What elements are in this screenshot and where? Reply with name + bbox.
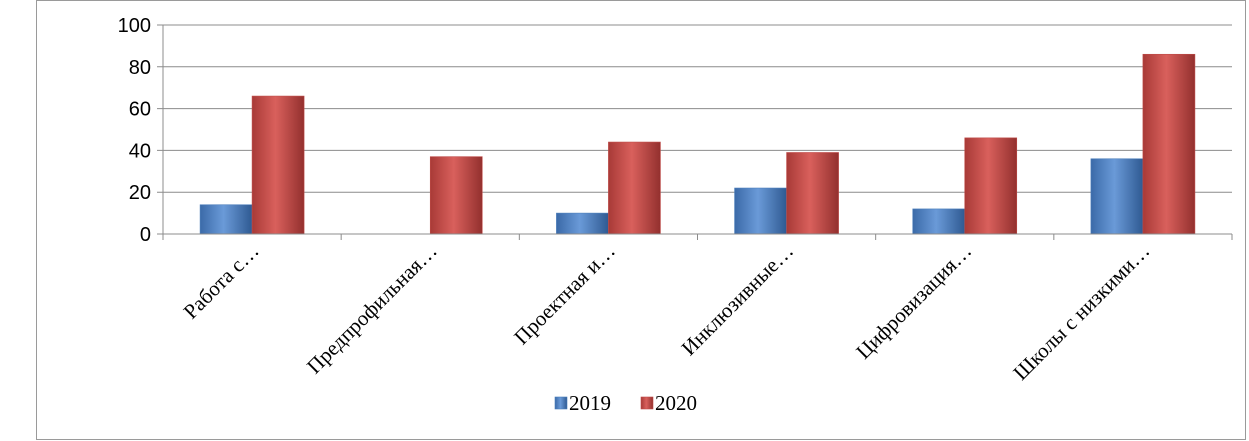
y-tick-label: 40 [129,140,151,162]
bar-2019-4 [734,187,787,235]
bar-2020-3 [608,141,661,235]
bar-2020-1 [251,95,305,235]
y-tick-label: 60 [129,99,151,121]
legend-swatch [640,396,654,410]
x-axis [157,233,1233,240]
y-tick-label: 100 [118,15,151,37]
bar-2020-5 [964,137,1018,235]
y-tick-label: 20 [129,182,151,204]
y-tick-label: 0 [140,224,151,246]
y-tick-label: 80 [129,57,151,79]
bar-2020-2 [429,156,483,235]
bar-2020-6 [1142,53,1196,235]
legend-label: 2019 [569,391,611,415]
bar-2020-4 [786,152,839,235]
bars [199,53,1196,235]
legend: 2019 2020 [554,391,697,415]
legend-label: 2020 [655,391,697,415]
bar-2019-5 [912,208,966,235]
bar-2019-3 [556,212,609,235]
bar-2019-1 [199,204,253,235]
legend-swatch [554,396,568,410]
bar-2019-6 [1090,158,1144,235]
y-axis: 0 20 40 60 80 100 [118,15,164,246]
